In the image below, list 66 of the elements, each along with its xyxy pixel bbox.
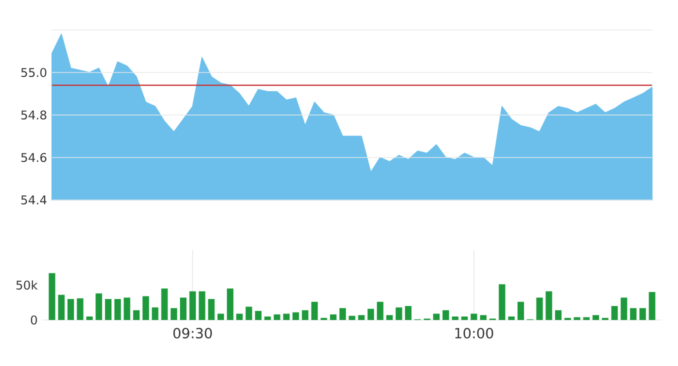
bar bbox=[96, 293, 102, 320]
bar bbox=[170, 308, 178, 320]
bar bbox=[639, 308, 646, 320]
bar bbox=[498, 284, 506, 320]
bar bbox=[574, 317, 580, 320]
bar bbox=[142, 296, 150, 320]
bar bbox=[620, 298, 628, 320]
bar bbox=[133, 310, 140, 320]
bar bbox=[452, 316, 458, 320]
bar bbox=[470, 314, 478, 320]
bar bbox=[114, 299, 121, 320]
bar bbox=[76, 298, 84, 320]
y-tick-label: 54.4 bbox=[21, 196, 46, 204]
bar bbox=[555, 310, 562, 320]
bar bbox=[348, 316, 356, 320]
y-tick-label: 55.0 bbox=[21, 68, 46, 78]
bar bbox=[246, 306, 252, 320]
bar bbox=[152, 307, 158, 320]
bar bbox=[283, 314, 290, 320]
bar bbox=[105, 299, 112, 320]
y-tick-label: 0 bbox=[30, 315, 37, 325]
bar bbox=[311, 302, 318, 320]
bar bbox=[226, 288, 234, 320]
bar bbox=[508, 316, 515, 320]
bar bbox=[330, 314, 337, 320]
bar bbox=[405, 306, 412, 320]
bar bbox=[339, 308, 346, 320]
bar bbox=[198, 291, 206, 320]
bar bbox=[302, 310, 308, 320]
x-tick-label: 10:00 bbox=[455, 328, 494, 338]
bar bbox=[180, 298, 186, 320]
bar bbox=[274, 314, 280, 320]
x-tick-label: 09:30 bbox=[173, 328, 212, 338]
bar bbox=[480, 315, 487, 320]
bar bbox=[48, 273, 56, 320]
bar bbox=[67, 299, 74, 320]
bar bbox=[592, 315, 600, 320]
bar bbox=[396, 307, 402, 320]
bar bbox=[264, 316, 271, 320]
bar bbox=[255, 310, 262, 320]
bar bbox=[648, 292, 656, 320]
bar bbox=[630, 308, 637, 320]
bar bbox=[218, 314, 224, 320]
bar bbox=[236, 314, 243, 320]
bar bbox=[546, 291, 552, 320]
bar bbox=[518, 302, 524, 320]
bar bbox=[124, 298, 130, 320]
bar bbox=[358, 315, 365, 320]
bar bbox=[368, 308, 374, 320]
bar bbox=[189, 291, 196, 320]
y-tick-label: 54.6 bbox=[21, 152, 46, 162]
bar bbox=[208, 299, 215, 320]
bar bbox=[583, 317, 590, 320]
bar bbox=[536, 298, 543, 320]
bar bbox=[161, 288, 168, 320]
bar bbox=[461, 316, 468, 320]
y-tick-label: 50k bbox=[16, 280, 38, 290]
bar bbox=[611, 306, 618, 320]
bar bbox=[58, 294, 65, 320]
bar bbox=[442, 310, 450, 320]
bar bbox=[376, 302, 384, 320]
y-tick-label: 54.8 bbox=[21, 110, 46, 120]
bar bbox=[86, 316, 93, 320]
bar bbox=[292, 312, 299, 320]
bar bbox=[386, 315, 393, 320]
bar bbox=[433, 314, 440, 320]
